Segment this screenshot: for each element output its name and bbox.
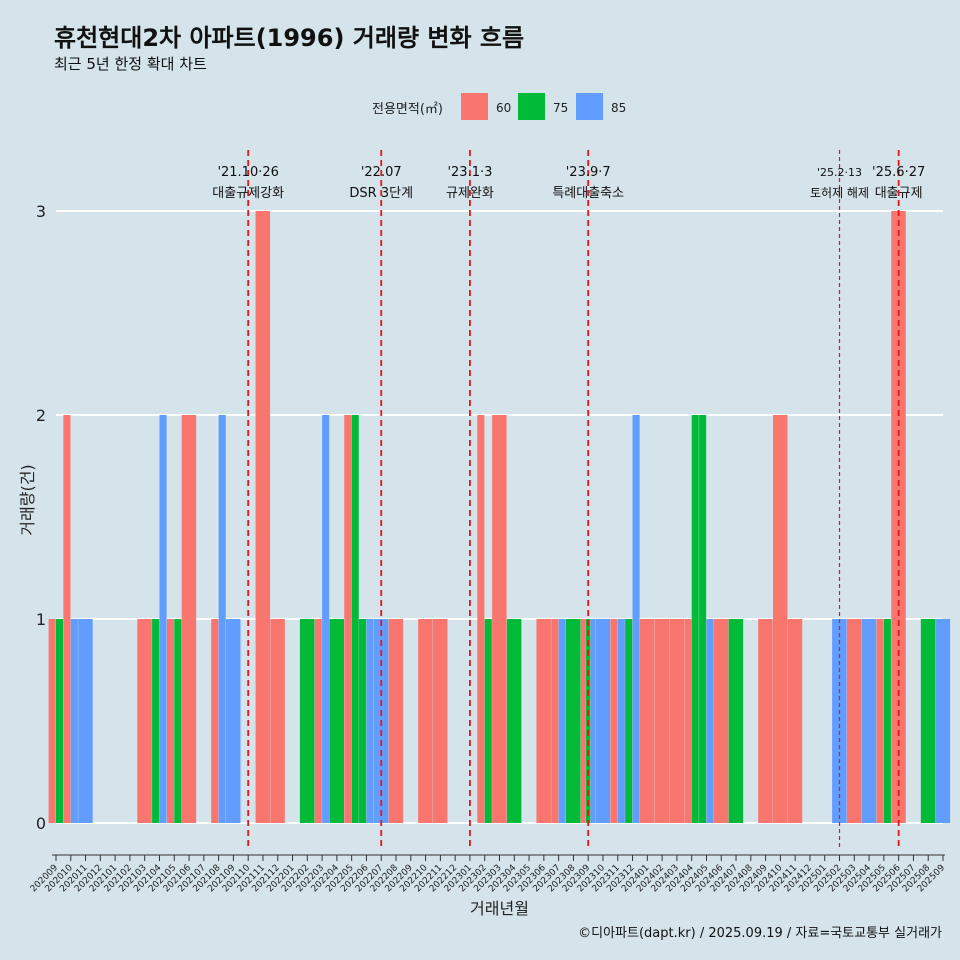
event-date-label: '23.9·7 — [566, 165, 611, 180]
bar-60-202112 — [270, 619, 285, 823]
event-label: 대출규제강화 — [212, 186, 284, 201]
event-date-label: '23.1·3 — [447, 165, 492, 180]
bar-60-202111 — [255, 211, 271, 823]
bar-85-202504 — [861, 619, 877, 823]
bar-60-202404 — [684, 619, 692, 823]
bar-75-202206 — [359, 619, 367, 823]
event-date-label: '21.10·26 — [217, 165, 278, 180]
y-tick-label: 2 — [36, 406, 46, 425]
bar-60-202106 — [181, 415, 197, 823]
bar-75-202202 — [299, 619, 315, 823]
bar-75-202009 — [56, 619, 64, 823]
bar-75-202302 — [484, 619, 492, 823]
bar-85-202108 — [218, 415, 226, 823]
bar-60-202306 — [536, 619, 551, 823]
y-tick-label: 0 — [36, 814, 46, 833]
bar-60-202210 — [418, 619, 433, 823]
legend-label-85: 85 — [611, 101, 626, 115]
bar-60-202411 — [787, 619, 803, 823]
bar-60-202205 — [344, 415, 352, 823]
bar-75-202508 — [920, 619, 936, 823]
bar-85-202310 — [595, 619, 611, 823]
event-date-label: '22.07 — [361, 165, 402, 180]
bar-60-202505 — [876, 619, 884, 823]
bar-60-202406 — [713, 619, 729, 823]
legend-label-75: 75 — [553, 101, 568, 115]
bar-60-202302 — [477, 415, 485, 823]
bar-75-202405 — [699, 415, 707, 823]
bar-75-202204 — [329, 619, 344, 823]
bar-60-202108 — [211, 619, 219, 823]
bar-60-202009 — [48, 619, 56, 823]
bar-60-202410 — [772, 415, 788, 823]
bar-85-202405 — [706, 619, 714, 823]
event-label: 토허제 해제 — [810, 186, 869, 200]
event-label: 규제완화 — [446, 186, 494, 201]
bar-75-202404 — [691, 415, 699, 823]
bar-60-202103 — [137, 619, 152, 823]
y-tick-label: 3 — [36, 202, 46, 221]
legend-title: 전용면적(㎡) — [372, 102, 443, 117]
chart-subtitle: 최근 5년 한정 확대 차트 — [54, 55, 207, 73]
y-tick-label: 1 — [36, 610, 46, 629]
x-axis-title: 거래년월 — [470, 899, 529, 918]
bar-85-202010 — [70, 619, 78, 823]
bar-60-202401 — [639, 619, 655, 823]
bar-75-202304 — [506, 619, 522, 823]
bar-85-202104 — [159, 415, 167, 823]
bar-60-202208 — [388, 619, 404, 823]
event-label: 특례대출축소 — [552, 186, 624, 201]
bar-60-202403 — [669, 619, 684, 823]
event-label: DSR 3단계 — [349, 186, 413, 201]
event-label: 대출규제 — [875, 186, 923, 201]
bar-75-202505 — [883, 619, 891, 823]
legend-swatch-60 — [461, 93, 488, 120]
bar-60-202311 — [610, 619, 618, 823]
bar-60-202010 — [63, 415, 71, 823]
event-date-label: '25.2·13 — [817, 166, 862, 179]
bar-60-202506 — [891, 211, 906, 823]
bar-85-202312 — [632, 415, 640, 823]
bar-85-202307 — [558, 619, 566, 823]
legend-swatch-75 — [518, 93, 545, 120]
y-axis-title: 거래량(건) — [18, 464, 37, 535]
bar-75-202407 — [728, 619, 744, 823]
bar-60-202309 — [580, 619, 586, 823]
bar-85-202309 — [590, 619, 596, 823]
bar-85-202206 — [366, 619, 374, 823]
bar-75-202104 — [152, 619, 160, 823]
bar-75-202308 — [566, 619, 581, 823]
bar-60-202402 — [654, 619, 670, 823]
chart-title: 휴천현대2차 아파트(1996) 거래량 변화 흐름 — [54, 24, 525, 52]
bar-75-202312 — [625, 619, 633, 823]
bar-60-202203 — [314, 619, 322, 823]
bar-60-202105 — [166, 619, 174, 823]
bar-75-202205 — [351, 415, 359, 823]
legend-swatch-85 — [576, 93, 603, 120]
bar-85-202311 — [617, 619, 625, 823]
bar-60-202307 — [551, 619, 559, 823]
bar-75-202105 — [174, 619, 182, 823]
chart-caption: ©디아파트(dapt.kr) / 2025.09.19 / 자료=국토교통부 실… — [578, 926, 942, 941]
bar-60-202303 — [492, 415, 507, 823]
legend-label-60: 60 — [496, 101, 511, 115]
bar-60-202409 — [758, 619, 773, 823]
bar-60-202503 — [846, 619, 862, 823]
bar-85-202011 — [78, 619, 93, 823]
legend: 전용면적(㎡) 60 75 85 — [372, 93, 626, 120]
bar-85-202509 — [935, 619, 951, 823]
bar-85-202203 — [322, 415, 330, 823]
bar-85-202109 — [226, 619, 241, 823]
event-date-label: '25.6·27 — [872, 165, 925, 180]
bar-60-202211 — [432, 619, 448, 823]
